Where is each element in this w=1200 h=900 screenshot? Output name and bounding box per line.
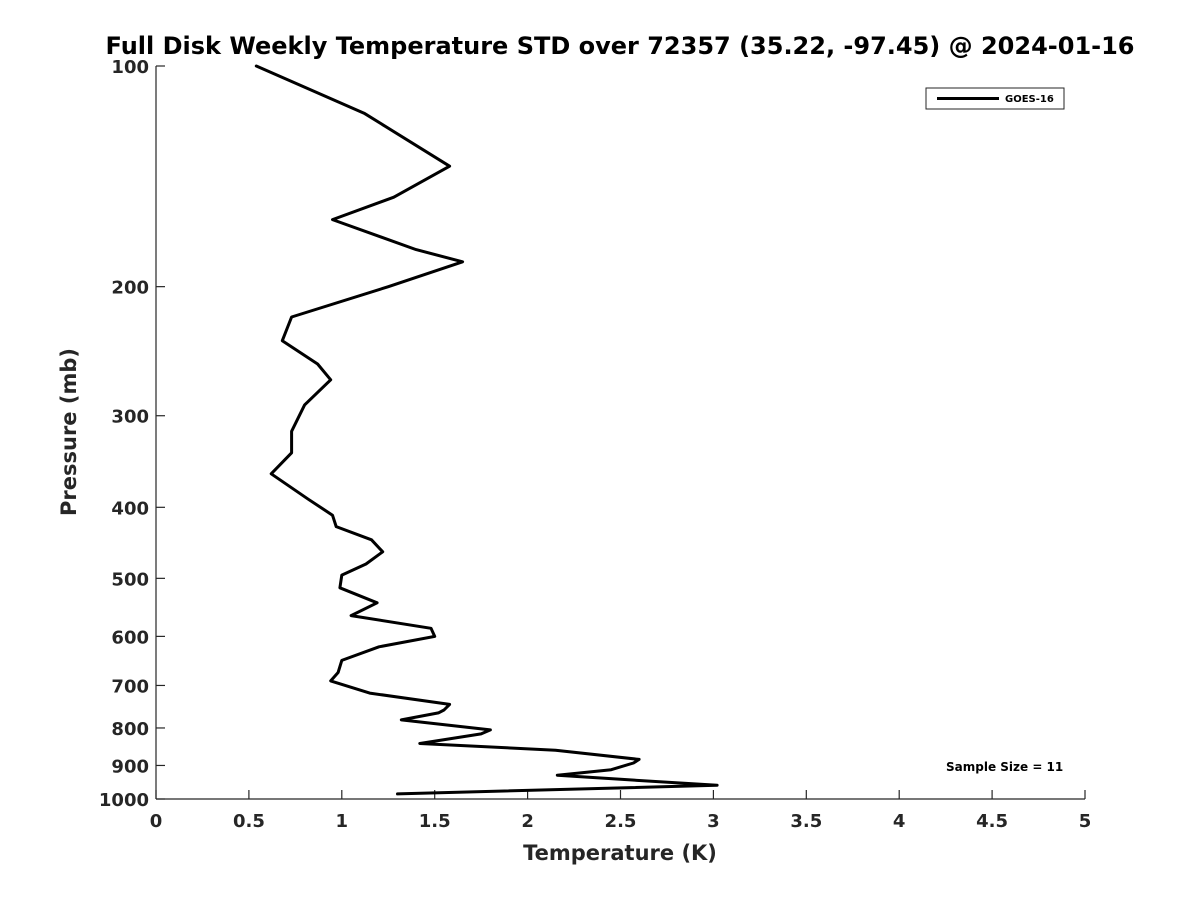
x-axis-label: Temperature (K) [523, 841, 717, 865]
chart-title: Full Disk Weekly Temperature STD over 72… [106, 32, 1135, 60]
y-tick-label: 400 [111, 498, 149, 519]
y-tick-label: 100 [111, 57, 149, 78]
y-tick-label: 200 [111, 278, 149, 299]
y-tick-label: 300 [111, 407, 149, 428]
legend: GOES-16 [925, 87, 1065, 110]
x-tick-label: 0.5 [233, 811, 265, 832]
x-tick-label: 5 [1079, 811, 1092, 832]
legend-label: GOES-16 [1005, 94, 1054, 105]
x-tick-label: 1.5 [419, 811, 451, 832]
x-tick-label: 4 [893, 811, 906, 832]
y-tick-label: 500 [111, 569, 149, 590]
series-line-goes-16 [254, 64, 719, 796]
y-axis-label: Pressure (mb) [57, 348, 81, 516]
y-tick-label: 900 [111, 756, 149, 777]
x-tick-label: 2 [521, 811, 534, 832]
sample-size-annotation: Sample Size = 11 [946, 760, 1063, 774]
y-tick-label: 600 [111, 627, 149, 648]
x-tick-label: 4.5 [976, 811, 1008, 832]
x-tick-label: 0 [150, 811, 163, 832]
y-axis-ticks: 100 200 300 400 500 600 700 800 900 1000 [99, 57, 165, 811]
x-tick-label: 2.5 [605, 811, 637, 832]
y-tick-label: 800 [111, 719, 149, 740]
y-tick-label: 700 [111, 676, 149, 697]
x-tick-label: 1 [336, 811, 349, 832]
x-axis-ticks: 0 0.5 1 1.5 2 2.5 3 3.5 4 4.5 5 [150, 790, 1092, 832]
x-tick-label: 3 [707, 811, 720, 832]
y-tick-label: 1000 [99, 790, 149, 811]
x-tick-label: 3.5 [790, 811, 822, 832]
